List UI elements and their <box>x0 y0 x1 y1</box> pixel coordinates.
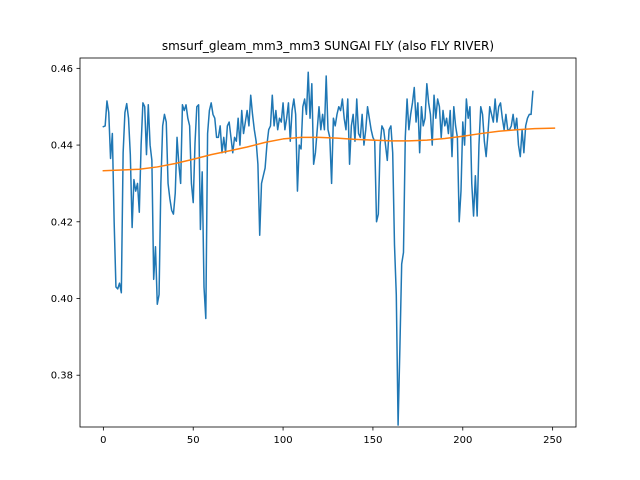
y-tick-label: 0.38 <box>51 371 73 382</box>
x-tick-label: 100 <box>274 435 293 446</box>
x-tick-label: 0 <box>100 435 106 446</box>
y-tick-label: 0.44 <box>51 141 73 152</box>
x-tick-label: 250 <box>543 435 562 446</box>
series-layer <box>102 71 556 426</box>
plot-frame <box>79 57 577 428</box>
x-tick-label: 50 <box>187 435 200 446</box>
y-tick-label: 0.42 <box>51 217 73 228</box>
chart-title: smsurf_gleam_mm3_mm3 SUNGAI FLY (also FL… <box>162 39 494 53</box>
axes-layer: 0 50 100 150 200 250 0.38 0.40 0.42 0.44 0.46 <box>51 57 577 446</box>
series-line-2 <box>102 127 556 172</box>
y-tick-label: 0.40 <box>51 294 73 305</box>
y-tick-label: 0.46 <box>51 64 73 75</box>
x-tick-label: 150 <box>363 435 382 446</box>
series-line-1 <box>102 71 534 426</box>
x-tick-label: 200 <box>453 435 472 446</box>
